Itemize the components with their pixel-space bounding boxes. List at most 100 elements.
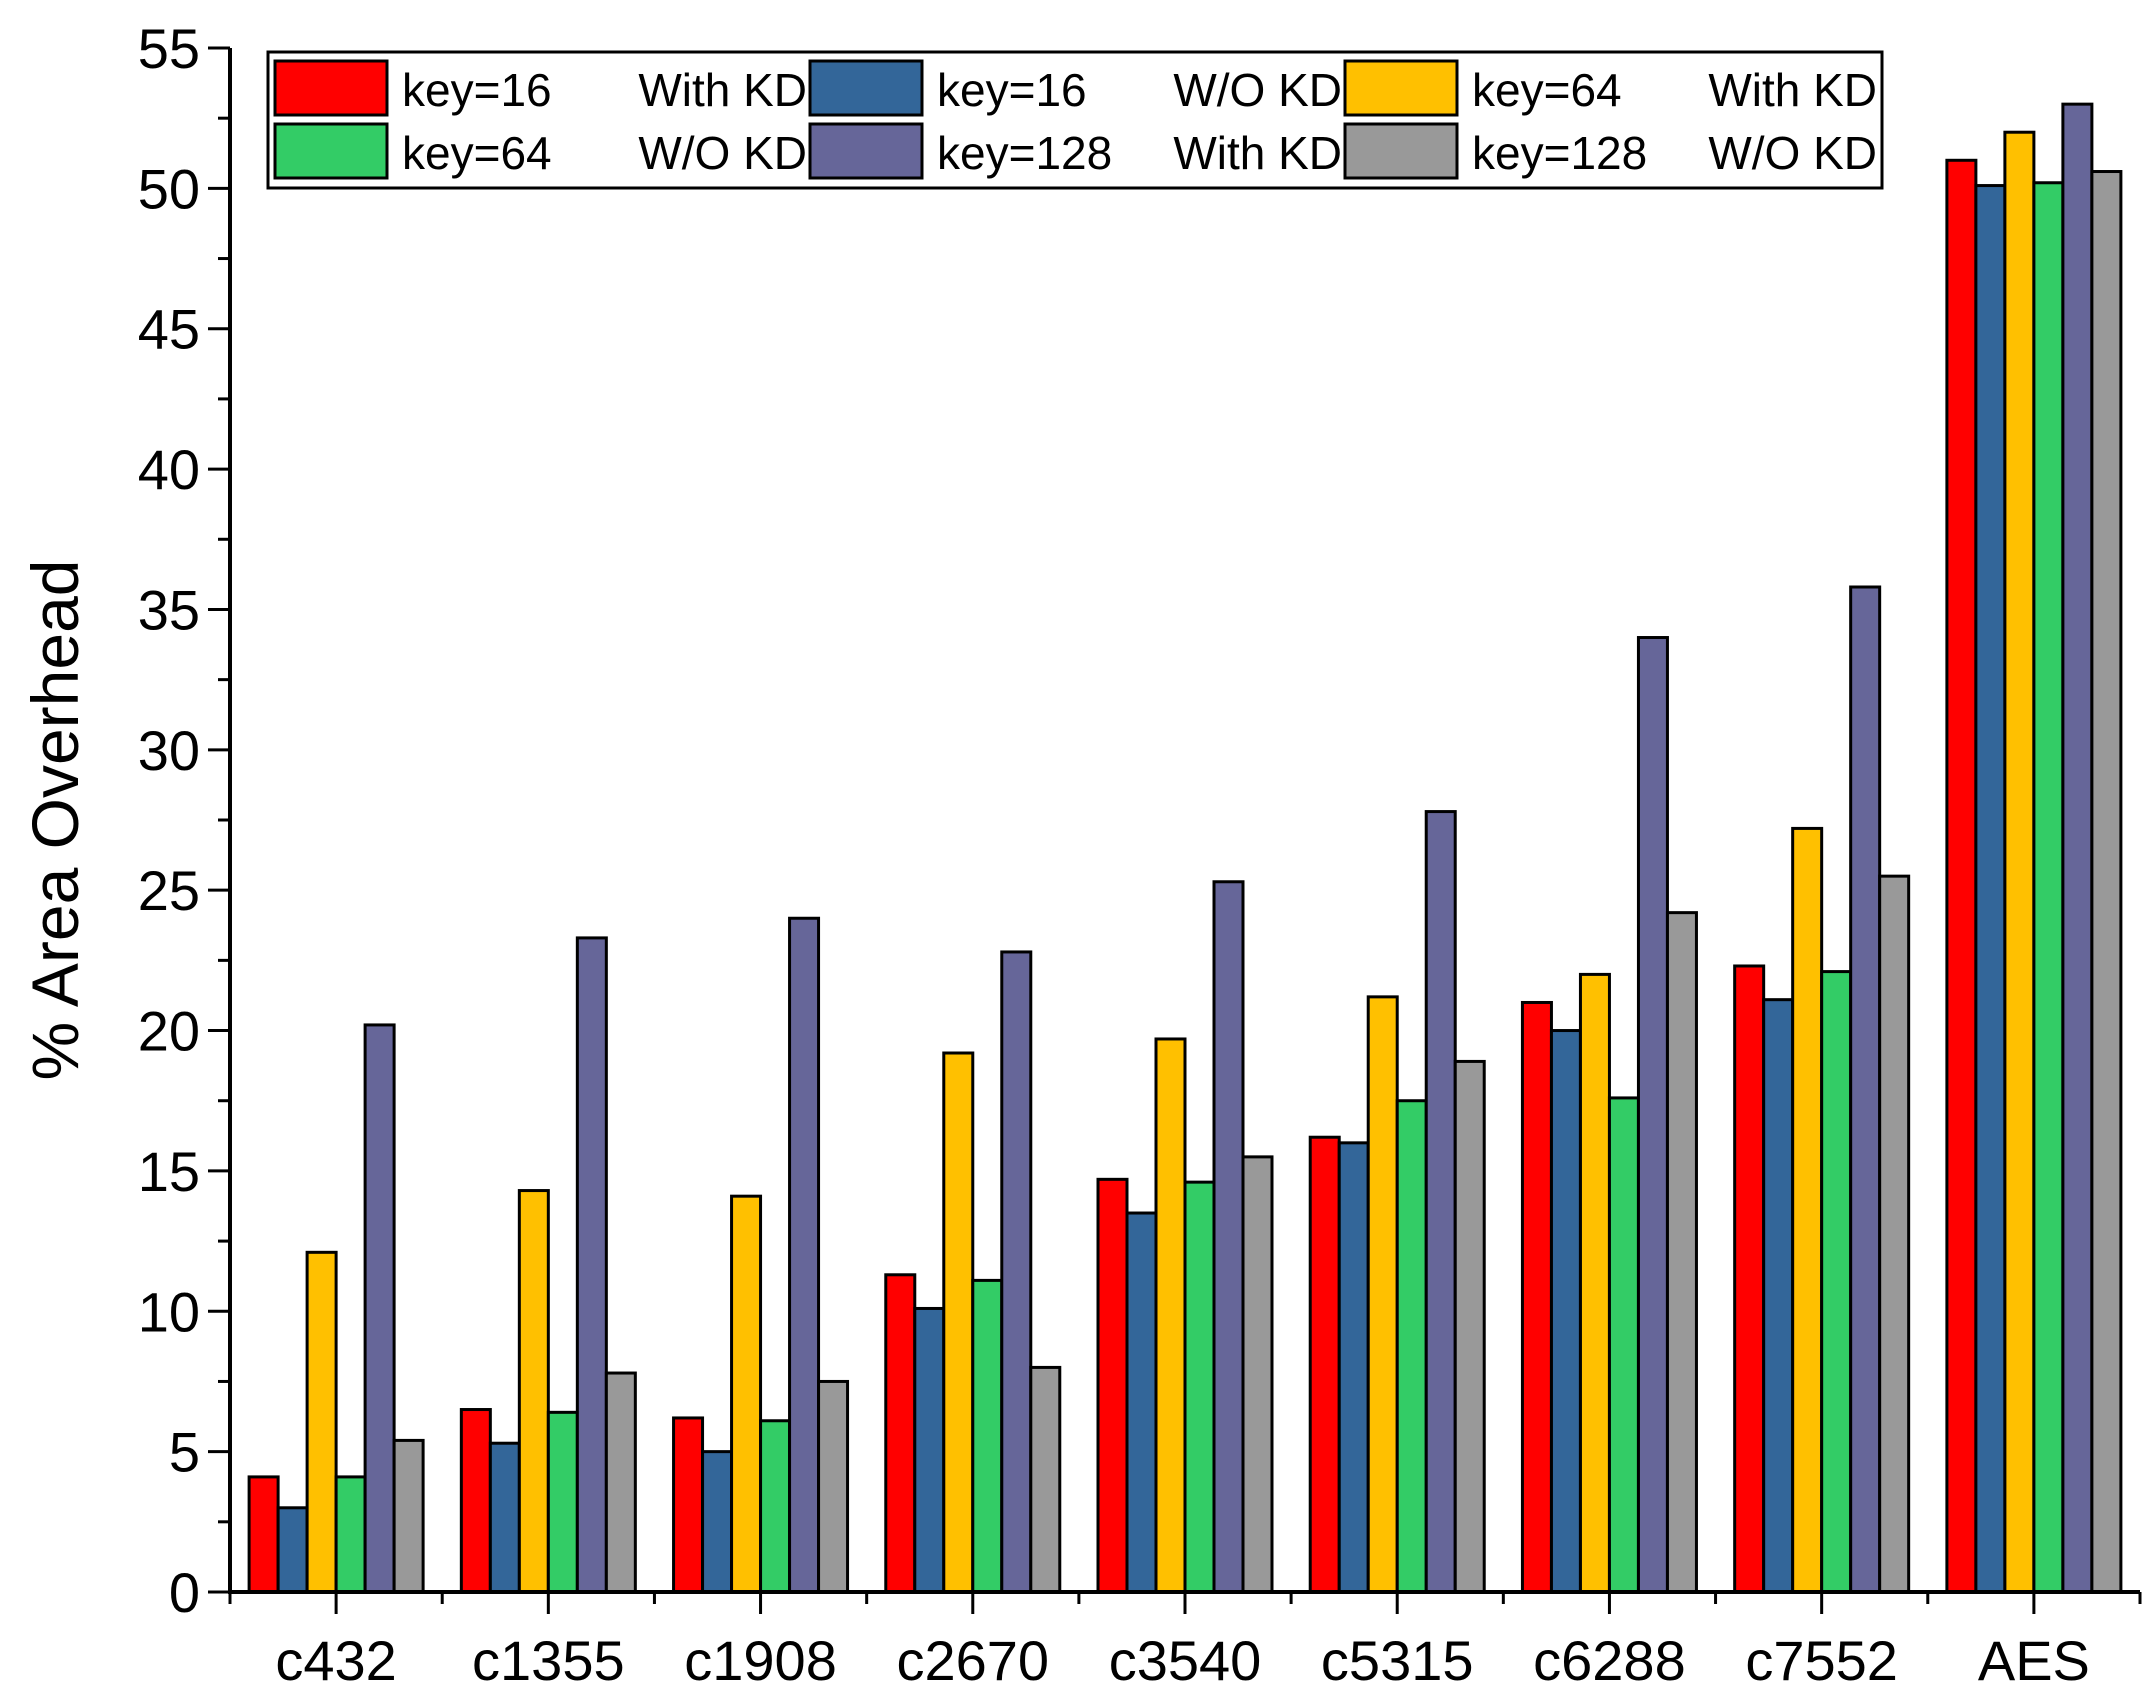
bar-c5315-series-3: [1395, 1099, 1428, 1594]
y-tick-label: 15: [138, 1140, 200, 1203]
bar-AES-series-2: [2003, 130, 2036, 1594]
bar-c2670-series-0: [884, 1273, 917, 1594]
bar-AES-series-5: [2090, 170, 2123, 1594]
bar-c432-series-3: [334, 1475, 367, 1594]
bar-c2670-series-1: [913, 1306, 946, 1594]
legend-swatch-5: [1343, 122, 1459, 180]
bar-c1355-series-4: [575, 936, 608, 1594]
bar-c1355-series-2: [517, 1189, 550, 1594]
legend-label-mode: With KD: [1173, 127, 1342, 179]
x-tick-label-AES: AES: [1978, 1629, 2090, 1692]
bar-c1908-series-5: [817, 1379, 850, 1594]
bar-c2670-series-2: [942, 1051, 975, 1594]
x-tick-label-c5315: c5315: [1321, 1629, 1474, 1692]
bar-c6288-series-0: [1520, 1000, 1553, 1594]
legend-label-mode: With KD: [638, 64, 807, 116]
bar-c1355-series-1: [488, 1441, 521, 1594]
legend-label-name: key=128: [1472, 127, 1647, 179]
bar-c6288-series-3: [1607, 1096, 1640, 1594]
legend-label-mode: W/O KD: [638, 127, 807, 179]
x-tick-label-c1355: c1355: [472, 1629, 625, 1692]
x-tick-label-c432: c432: [275, 1629, 396, 1692]
bar-c6288-series-5: [1665, 911, 1698, 1594]
legend-label-mode: W/O KD: [1173, 64, 1342, 116]
x-tick-label-c3540: c3540: [1109, 1629, 1262, 1692]
y-tick-label: 55: [138, 17, 200, 80]
bar-c2670-series-4: [1000, 950, 1033, 1594]
legend-label-name: key=128: [937, 127, 1112, 179]
legend-frame: [266, 50, 1884, 190]
bar-c7552-series-0: [1733, 964, 1766, 1594]
bar-c7552-series-4: [1849, 585, 1882, 1594]
bar-c432-series-4: [363, 1023, 396, 1594]
bar-c6288-series-1: [1549, 1029, 1582, 1594]
bar-c7552-series-5: [1878, 874, 1911, 1594]
x-ticks: c432 c1355 c1908 c2670 c3540 c5315 c6288 c7552 A…: [228, 1592, 2142, 1692]
legend-label-name: key=64: [402, 127, 552, 179]
bar-AES-series-0: [1945, 158, 1978, 1594]
bar-c7552-series-1: [1762, 998, 1795, 1594]
y-ticks: 0 5 10 15 20 25 30 35 40 45 50 55: [138, 17, 230, 1624]
x-tick-label-c2670: c2670: [896, 1629, 1049, 1692]
bar-c432-series-5: [392, 1438, 425, 1594]
bar-c1908-series-2: [730, 1194, 763, 1594]
legend-label-mode: W/O KD: [1708, 127, 1877, 179]
bar-c3540-series-2: [1154, 1037, 1187, 1594]
x-tick-label-c7552: c7552: [1745, 1629, 1898, 1692]
bar-c1908-series-1: [701, 1450, 734, 1594]
legend-swatch-3: [273, 122, 389, 180]
bar-c5315-series-4: [1424, 810, 1457, 1594]
legend-label-name: key=64: [1472, 64, 1622, 116]
bar-c3540-series-4: [1212, 880, 1245, 1594]
y-tick-label: 0: [169, 1561, 200, 1624]
y-tick-label: 40: [138, 438, 200, 501]
bar-c5315-series-0: [1308, 1135, 1341, 1594]
bar-c5315-series-2: [1366, 995, 1399, 1594]
y-tick-label: 35: [138, 578, 200, 641]
legend-swatch-1: [808, 59, 924, 117]
bar-AES-series-1: [1974, 184, 2007, 1594]
y-tick-label: 50: [138, 157, 200, 220]
bar-c1355-series-3: [546, 1410, 579, 1594]
legend-swatch-2: [1343, 59, 1459, 117]
bar-c3540-series-3: [1183, 1180, 1216, 1594]
y-tick-label: 10: [138, 1280, 200, 1343]
bar-c5315-series-5: [1453, 1059, 1486, 1594]
y-tick-label: 25: [138, 859, 200, 922]
bar-c432-series-2: [305, 1250, 338, 1594]
y-axis-title: % Area Overhead: [18, 560, 92, 1081]
bar-c1355-series-0: [459, 1408, 492, 1594]
bar-c2670-series-5: [1029, 1365, 1062, 1594]
bar-AES-series-3: [2032, 181, 2065, 1594]
legend-label-name: key=16: [402, 64, 552, 116]
x-tick-label-c1908: c1908: [684, 1629, 837, 1692]
legend-label-mode: With KD: [1708, 64, 1877, 116]
bar-c1355-series-5: [604, 1371, 637, 1594]
bar-c432-series-1: [276, 1506, 309, 1594]
x-tick-label-c6288: c6288: [1533, 1629, 1686, 1692]
bar-c7552-series-2: [1791, 826, 1824, 1594]
bar-c6288-series-4: [1636, 636, 1669, 1594]
legend-swatch-0: [273, 59, 389, 117]
bar-c3540-series-0: [1096, 1177, 1129, 1594]
legend: key=16 With KD key=16 W/O KD key=64 With KD ke…: [266, 50, 1884, 190]
bar-c1908-series-0: [672, 1416, 705, 1594]
bar-c1908-series-3: [759, 1419, 792, 1594]
bars-layer: [247, 102, 2123, 1594]
bar-c7552-series-3: [1820, 970, 1853, 1594]
bar-c3540-series-1: [1125, 1211, 1158, 1594]
bar-c2670-series-3: [971, 1278, 1004, 1594]
y-tick-label: 30: [138, 719, 200, 782]
bar-c5315-series-1: [1337, 1141, 1370, 1594]
legend-label-name: key=16: [937, 64, 1087, 116]
y-tick-label: 45: [138, 298, 200, 361]
bar-c1908-series-4: [788, 916, 821, 1594]
y-tick-label: 20: [138, 1000, 200, 1063]
bar-c432-series-0: [247, 1475, 280, 1594]
bar-AES-series-4: [2061, 102, 2094, 1594]
legend-swatch-4: [808, 122, 924, 180]
bar-c3540-series-5: [1241, 1155, 1274, 1594]
y-tick-label: 5: [169, 1421, 200, 1484]
